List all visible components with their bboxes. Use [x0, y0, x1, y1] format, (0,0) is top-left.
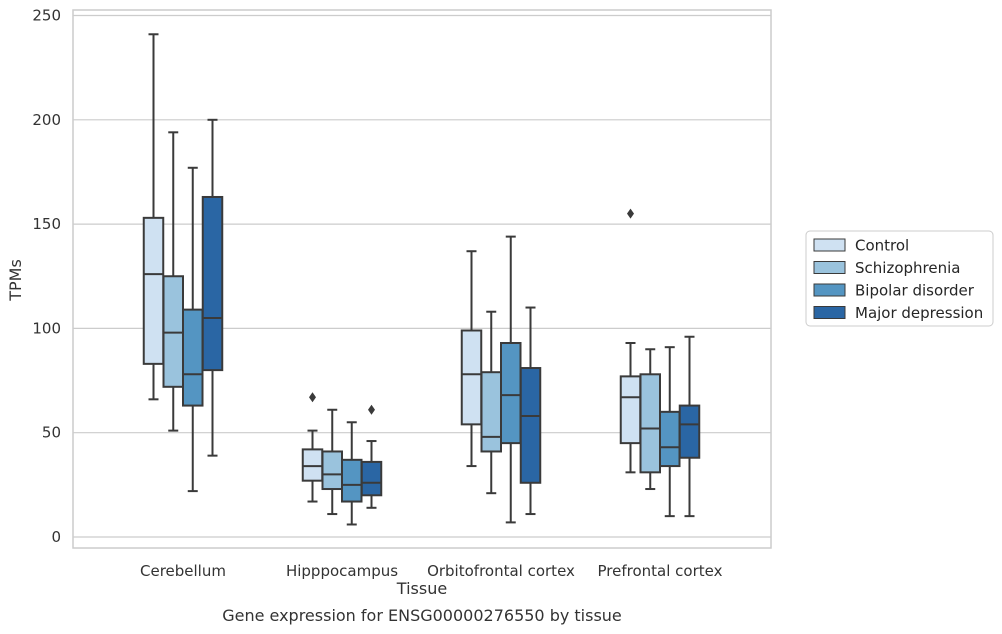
legend-label-0: Control	[855, 237, 909, 255]
box-0-0	[142, 33, 165, 401]
box-1-3	[639, 348, 661, 491]
outlier-point	[368, 404, 375, 415]
x-tick-label-3: Prefrontal cortex	[598, 562, 723, 580]
box-1-2	[480, 310, 502, 495]
box-iqr	[619, 375, 642, 445]
box-iqr	[360, 460, 383, 497]
legend: Control Schizophrenia Bipolar disorder Majo…	[805, 230, 994, 327]
box-2-3	[659, 346, 681, 518]
legend-swatch-0	[813, 238, 846, 252]
outlier-point	[627, 208, 634, 219]
legend-swatch-3	[813, 306, 846, 319]
outlier-point	[309, 392, 316, 403]
box-iqr	[321, 450, 343, 491]
box-2-1	[341, 421, 363, 526]
box-iqr	[341, 458, 363, 503]
y-tick-label-0: 0	[51, 528, 61, 546]
box-2-2	[500, 235, 522, 524]
box-iqr	[460, 329, 483, 426]
box-0-3	[619, 208, 642, 474]
x-tick-labels: Cerebellum Hipppocampus Orbitofrontal cort…	[140, 562, 723, 580]
chart-title: Gene expression for ENSG00000276550 by t…	[222, 606, 622, 625]
box-iqr	[142, 216, 165, 365]
legend-frame	[805, 230, 994, 327]
y-tick-label-50: 50	[42, 424, 61, 442]
box-iqr	[659, 410, 681, 468]
box-iqr	[519, 367, 542, 484]
y-tick-labels: 0 50 100 150 200 250	[32, 7, 61, 547]
y-axis-title: TPMs	[6, 259, 25, 302]
y-tick-label-200: 200	[32, 111, 61, 129]
legend-swatch-1	[813, 261, 846, 274]
legend-swatch-2	[813, 283, 846, 297]
box-1-0	[162, 131, 184, 432]
box-iqr	[480, 371, 502, 453]
x-tick-label-0: Cerebellum	[140, 562, 226, 580]
plot-area-frame	[72, 9, 772, 549]
box-2-0	[182, 166, 204, 493]
legend-label-2: Bipolar disorder	[855, 282, 975, 300]
y-tick-label-250: 250	[32, 7, 61, 25]
box-iqr	[182, 308, 204, 407]
x-axis-title: Tissue	[396, 579, 447, 598]
box-iqr	[201, 195, 224, 372]
box-0-1	[301, 392, 324, 503]
y-tick-label-150: 150	[32, 215, 61, 233]
box-iqr	[500, 342, 522, 445]
box-3-0	[201, 118, 224, 457]
box-1-1	[321, 408, 343, 516]
boxes	[142, 33, 701, 526]
y-tick-label-100: 100	[32, 319, 61, 337]
box-3-2	[519, 306, 542, 516]
box-iqr	[639, 373, 661, 474]
box-3-3	[678, 335, 701, 518]
x-tick-label-2: Orbitofrontal cortex	[427, 562, 575, 580]
legend-label-3: Major depression	[855, 304, 983, 322]
box-iqr	[678, 404, 701, 459]
x-tick-label-1: Hipppocampus	[286, 562, 398, 580]
box-0-2	[460, 250, 483, 468]
box-iqr	[162, 275, 184, 388]
box-iqr	[301, 448, 324, 482]
box-3-1	[360, 404, 383, 509]
legend-label-1: Schizophrenia	[855, 259, 960, 277]
